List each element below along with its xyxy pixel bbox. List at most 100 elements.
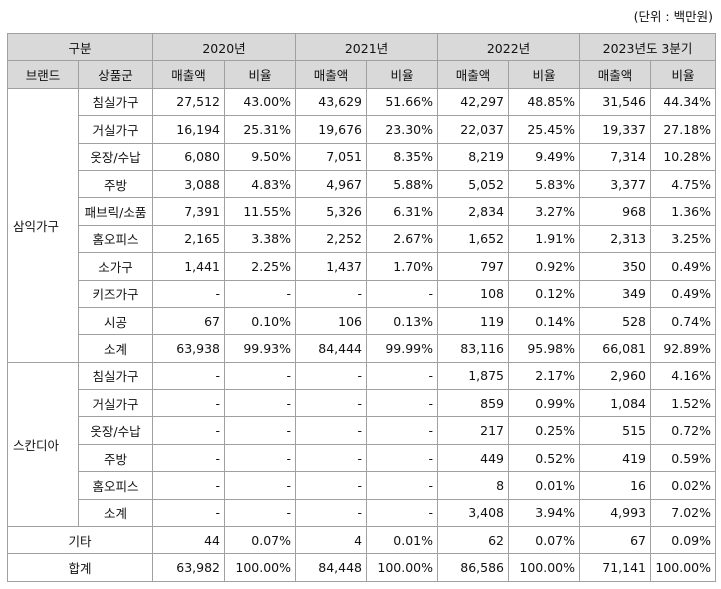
product-cell: 거실가구 <box>77 115 154 144</box>
product-cell: 키즈가구 <box>77 279 154 308</box>
value-cell: 19,337 <box>579 115 652 144</box>
value-cell: 1,441 <box>152 252 226 281</box>
value-cell: 5,052 <box>437 169 510 199</box>
value-cell: 7.02% <box>650 498 717 528</box>
value-cell: - <box>295 443 368 473</box>
table-row: 소계 63,938 99.93% 84,444 99.99% 83,116 95.98% 66… <box>8 334 717 363</box>
value-cell: 2,252 <box>295 224 368 254</box>
table-row: 거실가구 - - - -859 0.99% 1,084 1.52% <box>8 389 717 418</box>
value-cell: 7,391 <box>152 197 226 226</box>
value-cell: 0.07% <box>508 526 581 555</box>
value-cell: 4 <box>295 526 368 555</box>
value-cell: 3,088 <box>152 169 226 199</box>
value-cell: 92.89% <box>650 334 717 363</box>
value-cell: - <box>224 498 297 528</box>
ratio-header: 비율 <box>508 60 581 89</box>
value-cell: 23.30% <box>366 115 439 144</box>
value-cell: 0.12% <box>508 279 581 308</box>
table-body: 구분 2020년 2021년 2022년 2023년도 3분기 브랜드 상품군 매출액 비율 매출… <box>6 32 717 582</box>
value-cell: 5,326 <box>295 197 368 226</box>
value-cell: 515 <box>579 416 652 445</box>
value-cell: 16,194 <box>152 115 226 144</box>
value-cell: 6,080 <box>152 142 226 171</box>
value-cell: 100.00% <box>508 553 581 582</box>
value-cell: 0.72% <box>650 416 717 445</box>
table-row: 구분 2020년 2021년 2022년 2023년도 3분기 <box>6 32 717 62</box>
sales-header: 매출액 <box>437 60 510 89</box>
value-cell: 449 <box>437 443 510 473</box>
value-cell: 9.49% <box>508 142 581 171</box>
value-cell: 0.74% <box>650 306 717 336</box>
value-cell: 63,982 <box>152 553 226 582</box>
value-cell: - <box>152 361 226 391</box>
value-cell: - <box>366 279 439 308</box>
value-cell: 797 <box>437 252 510 281</box>
value-cell: 2.67% <box>366 224 439 254</box>
value-cell: 48.85% <box>508 87 581 117</box>
value-cell: - <box>295 471 368 500</box>
value-cell: 1,652 <box>437 224 510 254</box>
value-cell: 7,051 <box>295 142 368 171</box>
product-cell: 주방 <box>77 443 154 473</box>
table-row: 옷장/수납 - - - -217 0.25% 515 0.72% <box>8 416 717 445</box>
value-cell: - <box>152 443 226 473</box>
value-cell: 3.38% <box>224 224 297 254</box>
value-cell: - <box>224 389 297 418</box>
table-row: 거실가구 16,194 25.31% 19,676 23.30% 22,037 25.45%… <box>8 115 717 144</box>
header-cell: 상품군 <box>77 60 154 89</box>
value-cell: - <box>366 416 439 445</box>
value-cell: 1,437 <box>295 252 368 281</box>
value-cell: 67 <box>579 526 652 555</box>
value-cell: 0.01% <box>508 471 581 500</box>
value-cell: 0.52% <box>508 443 581 473</box>
value-cell: 25.45% <box>508 115 581 144</box>
value-cell: 99.93% <box>224 334 297 363</box>
value-cell: 100.00% <box>650 553 717 582</box>
sales-header: 매출액 <box>152 60 226 89</box>
value-cell: 0.59% <box>650 443 717 473</box>
value-cell: 2,313 <box>579 224 652 254</box>
value-cell: - <box>224 416 297 445</box>
value-cell: - <box>224 471 297 500</box>
period-header: 2020년 <box>152 32 297 62</box>
product-cell: 소계 <box>77 498 154 528</box>
value-cell: 349 <box>579 279 652 308</box>
value-cell: 31,546 <box>579 87 652 117</box>
value-cell: 1,084 <box>579 389 652 418</box>
value-cell: 84,444 <box>295 334 368 363</box>
value-cell: 4,993 <box>579 498 652 528</box>
period-header: 2021년 <box>295 32 439 62</box>
value-cell: 0.07% <box>224 526 297 555</box>
table-row: 주방 - - - -449 0.52% 419 0.59% <box>8 443 717 473</box>
table-row: 합계 63,982 100.00% 84,448 100.00% 86,586 100.00… <box>6 553 717 582</box>
table-row: 소가구 1,441 2.25% 1,437 1.70% 797 0.92% 350 0.49% <box>8 252 717 281</box>
value-cell: 1.70% <box>366 252 439 281</box>
product-cell: 패브릭/소품 <box>77 197 154 226</box>
sales-header: 매출액 <box>579 60 652 89</box>
ratio-header: 비율 <box>366 60 439 89</box>
table-row: 키즈가구 - - - -108 0.12% 349 0.49% <box>8 279 717 308</box>
table-row: 기타 44 0.07% 4 0.01% 62 0.07% 67 0.09% <box>6 526 717 555</box>
total-label: 합계 <box>6 553 154 582</box>
value-cell: 0.13% <box>366 306 439 336</box>
value-cell: 42,297 <box>437 87 510 117</box>
value-cell: 8,219 <box>437 142 510 171</box>
value-cell: 8.35% <box>366 142 439 171</box>
value-cell: - <box>295 498 368 528</box>
product-cell: 주방 <box>77 169 154 199</box>
value-cell: 217 <box>437 416 510 445</box>
period-header: 2023년도 3분기 <box>579 32 717 62</box>
value-cell: 3,377 <box>579 169 652 199</box>
value-cell: - <box>366 389 439 418</box>
value-cell: 0.14% <box>508 306 581 336</box>
value-cell: 0.01% <box>366 526 439 555</box>
value-cell: - <box>295 279 368 308</box>
value-cell: 2,834 <box>437 197 510 226</box>
table-row: 삼익가구 침실가구 27,512 43.00% 43,629 51.66% 42,297 48… <box>7 87 717 363</box>
value-cell: - <box>152 498 226 528</box>
table-row: 소계 - - - -3,408 3.94% 4,993 7.02% <box>8 498 717 528</box>
value-cell: 0.99% <box>508 389 581 418</box>
table-row: 홈오피스 - - - -8 0.01% 16 0.02% <box>8 471 717 500</box>
value-cell: 108 <box>437 279 510 308</box>
